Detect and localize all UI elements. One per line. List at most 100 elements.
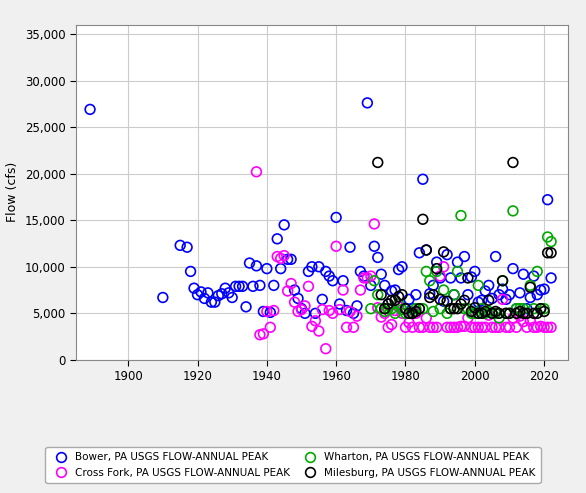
Bower, PA USGS FLOW-ANNUAL PEAK [86, 106, 95, 113]
Bower, PA USGS FLOW-ANNUAL PEAK [189, 284, 199, 292]
Bower, PA USGS FLOW-ANNUAL PEAK [245, 259, 254, 267]
Bower, PA USGS FLOW-ANNUAL PEAK [529, 272, 539, 280]
Cross Fork, PA USGS FLOW-ANNUAL PEAK [297, 306, 306, 314]
Cross Fork, PA USGS FLOW-ANNUAL PEAK [401, 323, 410, 331]
Bower, PA USGS FLOW-ANNUAL PEAK [526, 293, 535, 301]
Wharton, PA USGS FLOW-ANNUAL PEAK [529, 305, 539, 313]
Milesburg, PA USGS FLOW-ANNUAL PEAK [401, 305, 410, 313]
Bower, PA USGS FLOW-ANNUAL PEAK [522, 305, 532, 313]
Cross Fork, PA USGS FLOW-ANNUAL PEAK [383, 323, 393, 331]
Cross Fork, PA USGS FLOW-ANNUAL PEAK [435, 272, 445, 280]
Milesburg, PA USGS FLOW-ANNUAL PEAK [519, 310, 528, 317]
Wharton, PA USGS FLOW-ANNUAL PEAK [387, 305, 396, 313]
Bower, PA USGS FLOW-ANNUAL PEAK [193, 291, 202, 299]
Cross Fork, PA USGS FLOW-ANNUAL PEAK [473, 323, 483, 331]
Milesburg, PA USGS FLOW-ANNUAL PEAK [533, 310, 542, 317]
Bower, PA USGS FLOW-ANNUAL PEAK [318, 295, 327, 303]
Wharton, PA USGS FLOW-ANNUAL PEAK [533, 268, 542, 276]
Bower, PA USGS FLOW-ANNUAL PEAK [477, 296, 486, 304]
Cross Fork, PA USGS FLOW-ANNUAL PEAK [276, 254, 285, 262]
Bower, PA USGS FLOW-ANNUAL PEAK [332, 213, 341, 221]
Cross Fork, PA USGS FLOW-ANNUAL PEAK [421, 314, 431, 322]
Cross Fork, PA USGS FLOW-ANNUAL PEAK [377, 313, 386, 321]
Wharton, PA USGS FLOW-ANNUAL PEAK [498, 277, 507, 284]
Bower, PA USGS FLOW-ANNUAL PEAK [290, 286, 299, 294]
Wharton, PA USGS FLOW-ANNUAL PEAK [460, 305, 469, 313]
Cross Fork, PA USGS FLOW-ANNUAL PEAK [533, 323, 542, 331]
Milesburg, PA USGS FLOW-ANNUAL PEAK [470, 304, 479, 312]
Wharton, PA USGS FLOW-ANNUAL PEAK [439, 286, 448, 294]
Wharton, PA USGS FLOW-ANNUAL PEAK [512, 305, 521, 313]
Cross Fork, PA USGS FLOW-ANNUAL PEAK [456, 322, 466, 330]
Bower, PA USGS FLOW-ANNUAL PEAK [453, 258, 462, 266]
Milesburg, PA USGS FLOW-ANNUAL PEAK [477, 310, 486, 317]
Cross Fork, PA USGS FLOW-ANNUAL PEAK [508, 314, 517, 322]
Bower, PA USGS FLOW-ANNUAL PEAK [352, 302, 362, 310]
Bower, PA USGS FLOW-ANNUAL PEAK [484, 282, 493, 289]
Cross Fork, PA USGS FLOW-ANNUAL PEAK [328, 310, 338, 317]
Milesburg, PA USGS FLOW-ANNUAL PEAK [453, 305, 462, 313]
Cross Fork, PA USGS FLOW-ANNUAL PEAK [318, 306, 327, 314]
Milesburg, PA USGS FLOW-ANNUAL PEAK [543, 249, 553, 257]
Cross Fork, PA USGS FLOW-ANNUAL PEAK [543, 323, 553, 331]
Bower, PA USGS FLOW-ANNUAL PEAK [442, 251, 452, 259]
Wharton, PA USGS FLOW-ANNUAL PEAK [502, 310, 511, 317]
Bower, PA USGS FLOW-ANNUAL PEAK [488, 294, 497, 302]
Cross Fork, PA USGS FLOW-ANNUAL PEAK [470, 323, 479, 331]
Wharton, PA USGS FLOW-ANNUAL PEAK [408, 310, 417, 317]
Cross Fork, PA USGS FLOW-ANNUAL PEAK [498, 295, 507, 303]
Bower, PA USGS FLOW-ANNUAL PEAK [325, 272, 334, 280]
Milesburg, PA USGS FLOW-ANNUAL PEAK [394, 293, 403, 301]
Milesburg, PA USGS FLOW-ANNUAL PEAK [377, 291, 386, 299]
Milesburg, PA USGS FLOW-ANNUAL PEAK [415, 305, 424, 313]
Wharton, PA USGS FLOW-ANNUAL PEAK [415, 305, 424, 313]
Cross Fork, PA USGS FLOW-ANNUAL PEAK [515, 312, 524, 320]
Bower, PA USGS FLOW-ANNUAL PEAK [435, 274, 445, 282]
Bower, PA USGS FLOW-ANNUAL PEAK [359, 272, 369, 280]
Wharton, PA USGS FLOW-ANNUAL PEAK [390, 310, 400, 317]
Bower, PA USGS FLOW-ANNUAL PEAK [366, 282, 376, 289]
Cross Fork, PA USGS FLOW-ANNUAL PEAK [272, 252, 282, 260]
Milesburg, PA USGS FLOW-ANNUAL PEAK [456, 300, 466, 308]
Cross Fork, PA USGS FLOW-ANNUAL PEAK [356, 286, 365, 294]
Wharton, PA USGS FLOW-ANNUAL PEAK [404, 310, 414, 317]
Cross Fork, PA USGS FLOW-ANNUAL PEAK [269, 307, 278, 315]
Cross Fork, PA USGS FLOW-ANNUAL PEAK [477, 323, 486, 331]
Milesburg, PA USGS FLOW-ANNUAL PEAK [495, 310, 504, 317]
Cross Fork, PA USGS FLOW-ANNUAL PEAK [332, 243, 341, 250]
Cross Fork, PA USGS FLOW-ANNUAL PEAK [280, 251, 289, 259]
Cross Fork, PA USGS FLOW-ANNUAL PEAK [321, 345, 331, 352]
Bower, PA USGS FLOW-ANNUAL PEAK [283, 255, 292, 263]
Bower, PA USGS FLOW-ANNUAL PEAK [540, 285, 549, 293]
Cross Fork, PA USGS FLOW-ANNUAL PEAK [258, 330, 268, 338]
Bower, PA USGS FLOW-ANNUAL PEAK [210, 298, 220, 306]
Bower, PA USGS FLOW-ANNUAL PEAK [515, 289, 524, 297]
Cross Fork, PA USGS FLOW-ANNUAL PEAK [307, 322, 316, 330]
Bower, PA USGS FLOW-ANNUAL PEAK [335, 300, 345, 308]
Cross Fork, PA USGS FLOW-ANNUAL PEAK [335, 306, 345, 314]
Cross Fork, PA USGS FLOW-ANNUAL PEAK [349, 323, 358, 331]
Cross Fork, PA USGS FLOW-ANNUAL PEAK [408, 323, 417, 331]
Cross Fork, PA USGS FLOW-ANNUAL PEAK [453, 323, 462, 331]
Bower, PA USGS FLOW-ANNUAL PEAK [466, 273, 476, 281]
Bower, PA USGS FLOW-ANNUAL PEAK [543, 196, 553, 204]
Milesburg, PA USGS FLOW-ANNUAL PEAK [449, 305, 459, 313]
Milesburg, PA USGS FLOW-ANNUAL PEAK [463, 274, 472, 282]
Cross Fork, PA USGS FLOW-ANNUAL PEAK [252, 168, 261, 176]
Bower, PA USGS FLOW-ANNUAL PEAK [269, 282, 278, 289]
Milesburg, PA USGS FLOW-ANNUAL PEAK [408, 310, 417, 317]
Bower, PA USGS FLOW-ANNUAL PEAK [519, 270, 528, 278]
Wharton, PA USGS FLOW-ANNUAL PEAK [425, 277, 434, 284]
Wharton, PA USGS FLOW-ANNUAL PEAK [446, 305, 455, 313]
Bower, PA USGS FLOW-ANNUAL PEAK [186, 268, 195, 276]
Milesburg, PA USGS FLOW-ANNUAL PEAK [536, 305, 546, 313]
Cross Fork, PA USGS FLOW-ANNUAL PEAK [304, 282, 313, 290]
Bower, PA USGS FLOW-ANNUAL PEAK [356, 268, 365, 276]
Milesburg, PA USGS FLOW-ANNUAL PEAK [397, 291, 407, 299]
Cross Fork, PA USGS FLOW-ANNUAL PEAK [397, 310, 407, 317]
Bower, PA USGS FLOW-ANNUAL PEAK [481, 287, 490, 295]
Cross Fork, PA USGS FLOW-ANNUAL PEAK [425, 323, 434, 331]
Milesburg, PA USGS FLOW-ANNUAL PEAK [484, 296, 493, 304]
Wharton, PA USGS FLOW-ANNUAL PEAK [366, 305, 376, 313]
Wharton, PA USGS FLOW-ANNUAL PEAK [522, 310, 532, 317]
